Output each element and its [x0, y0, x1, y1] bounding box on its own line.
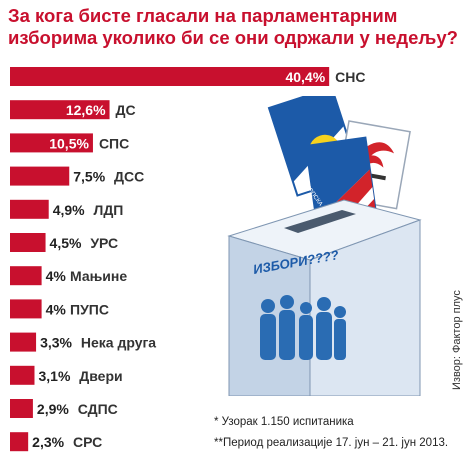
chart-title-line-2: изборима уколико би се они одржали у нед…: [8, 27, 458, 48]
period-footnote: **Период реализације 17. јун – 21. јун 2…: [214, 437, 449, 449]
bar-10: [10, 399, 33, 418]
category-label-10: СДПС: [78, 401, 118, 417]
value-label-3: 7,5%: [73, 169, 105, 185]
value-label-2: 10,5%: [49, 135, 89, 151]
value-label-0: 40,4%: [285, 69, 325, 85]
bar-3: [10, 166, 70, 186]
bar-5: [10, 233, 46, 252]
category-label-9: Двери: [79, 368, 122, 384]
bar-9: [10, 365, 35, 385]
value-label-4: 4,9%: [53, 202, 85, 218]
category-label-0: СНС: [335, 69, 365, 85]
bar-4: [10, 199, 49, 219]
value-label-11: 2,3%: [32, 434, 64, 450]
ballot-box-illustration: СРПСКА НАПРЕДНА СТРАНКА ИЗБОРИ????: [227, 96, 422, 396]
bar-0: [10, 67, 330, 86]
bar-2: [10, 133, 93, 153]
value-label-7: 4%: [46, 301, 67, 317]
value-label-9: 3,1%: [38, 368, 70, 384]
category-label-7: ПУПС: [70, 301, 109, 317]
category-label-6: Мањине: [70, 268, 127, 284]
bar-11: [10, 432, 29, 452]
chart-title: За кога бисте гласали на парламентарним …: [8, 5, 458, 49]
category-label-4: ЛДП: [94, 202, 124, 218]
bar-1: [10, 100, 110, 120]
source-credit: Извор: Фактор плус: [451, 290, 463, 390]
value-label-6: 4%: [46, 268, 67, 284]
category-label-11: СРС: [73, 434, 102, 450]
bar-6: [10, 266, 42, 286]
value-label-8: 3,3%: [40, 335, 72, 351]
value-label-1: 12,6%: [66, 102, 106, 118]
sample-footnote: * Узорак 1.150 испитаника: [214, 416, 354, 428]
category-label-3: ДСС: [114, 169, 144, 185]
category-label-5: УРС: [90, 235, 118, 251]
category-label-2: СПС: [99, 135, 129, 151]
people-icon: [260, 295, 346, 360]
category-label-1: ДС: [116, 102, 136, 118]
category-label-8: Нека друга: [81, 335, 156, 351]
chart-title-line-1: За кога бисте гласали на парламентарним: [8, 5, 398, 26]
bar-7: [10, 299, 42, 319]
bar-8: [10, 332, 37, 352]
value-label-5: 4,5%: [50, 235, 82, 251]
value-label-10: 2,9%: [37, 401, 69, 417]
